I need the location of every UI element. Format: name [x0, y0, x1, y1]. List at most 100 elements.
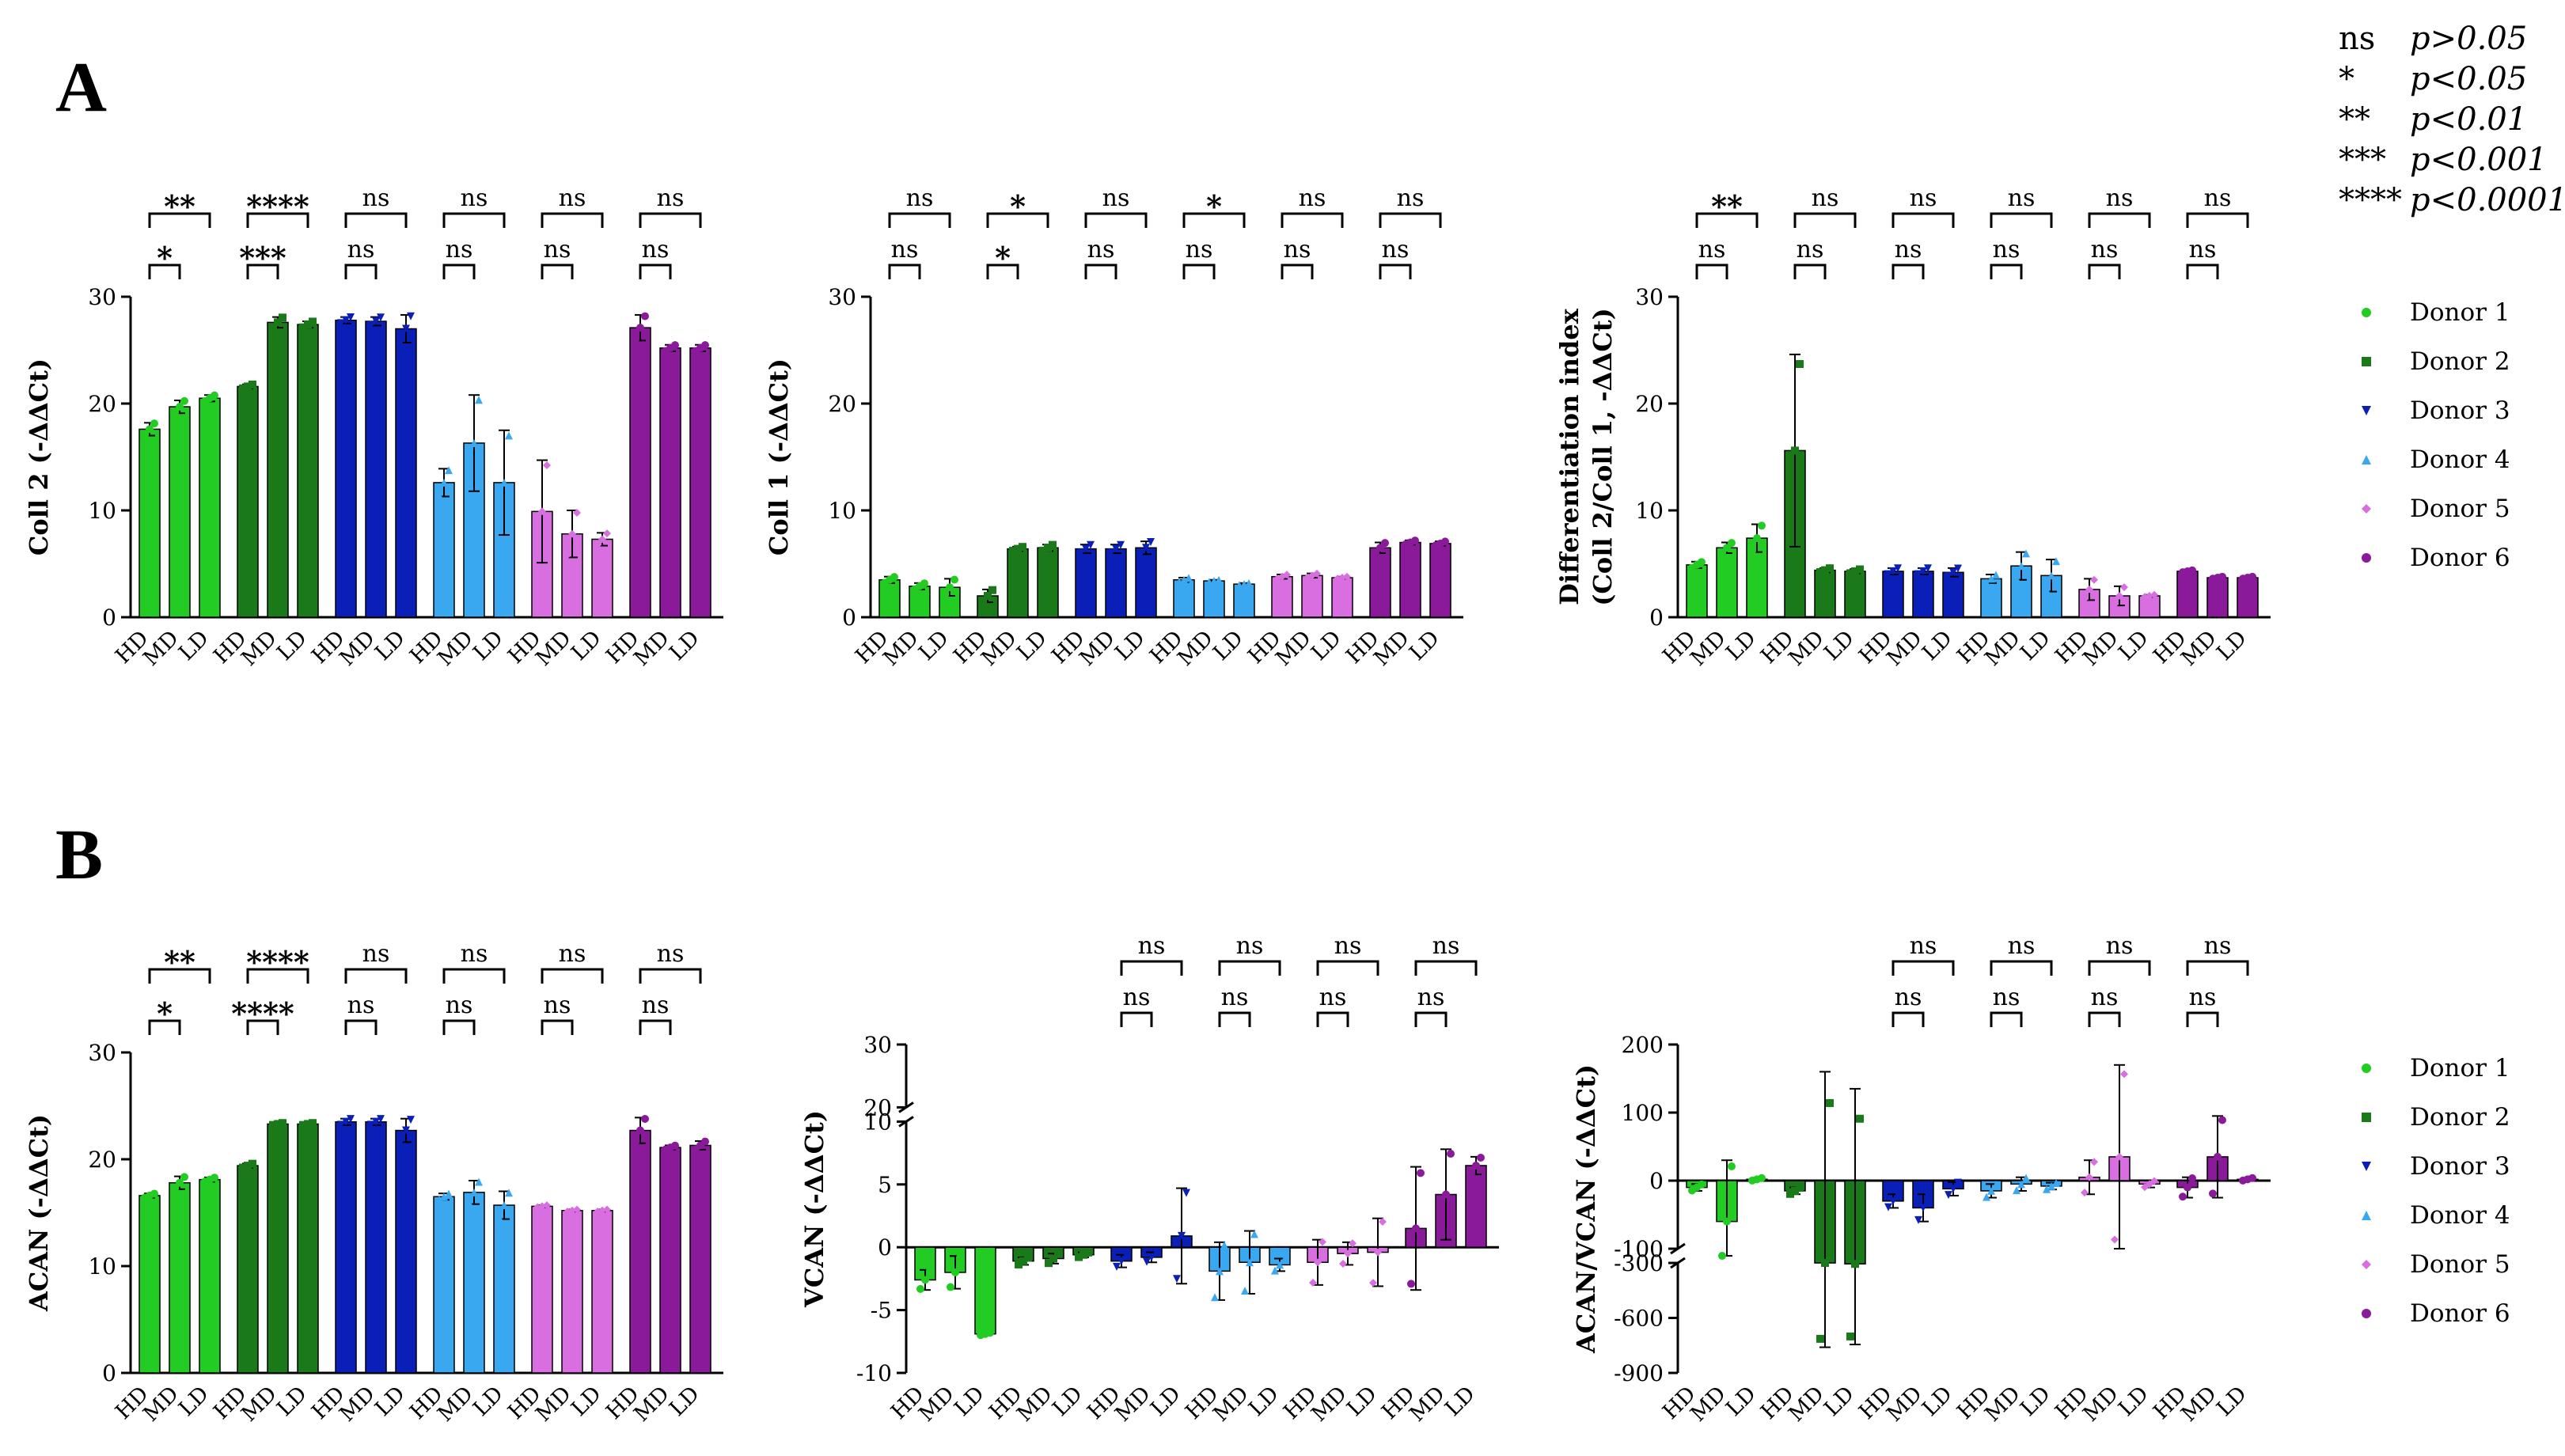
data-point	[2209, 1189, 2217, 1198]
x-tick-label: LD	[1819, 1382, 1859, 1421]
data-point	[1949, 568, 1957, 577]
significance-bracket	[1990, 960, 2053, 976]
y-tick-label: 0	[842, 605, 856, 631]
data-point	[2022, 1174, 2030, 1182]
y-tick-label: 10	[863, 1109, 892, 1135]
data-point	[440, 478, 448, 487]
data-point	[1216, 1267, 1224, 1276]
significance-bracket	[1120, 960, 1183, 976]
data-point	[372, 317, 380, 326]
data-point	[402, 1126, 410, 1135]
data-point	[1122, 1251, 1130, 1260]
significance-label: ns	[642, 236, 670, 264]
y-tick-label: 0	[878, 1234, 892, 1261]
x-tick-label: LD	[1244, 1382, 1284, 1421]
significance-label: ns	[1334, 932, 1362, 960]
significance-bracket	[639, 968, 702, 984]
data-point	[1142, 544, 1150, 552]
data-point	[2085, 1173, 2093, 1181]
x-tick-label: LD	[2114, 626, 2153, 665]
donor-legends: Donor 1 Donor 2 Donor 3 Donor 4 Donor 5 Donor…	[2362, 298, 2510, 1328]
y-axis-label: VCAN (-ΔΔCt)	[799, 1110, 829, 1308]
data-point	[244, 1162, 252, 1170]
data-point	[1019, 1257, 1027, 1265]
y-axis-label: Coll 2 (-ΔΔCt)	[24, 358, 54, 555]
donor-legend: Donor 1 Donor 2 Donor 3 Donor 4 Donor 5 Donor…	[2362, 1054, 2510, 1328]
bar	[335, 319, 357, 618]
data-point	[1049, 1254, 1057, 1263]
significance-label: ns	[1382, 236, 1410, 264]
data-point	[1412, 1224, 1420, 1233]
data-point	[1276, 1261, 1284, 1269]
bar	[1037, 547, 1059, 618]
x-tick-label: LD	[1721, 626, 1761, 665]
y-tick-label: -300	[1614, 1250, 1664, 1276]
data-point	[2052, 557, 2060, 566]
data-point	[1987, 1186, 1995, 1195]
legend-marker	[2362, 504, 2371, 514]
data-point	[951, 1268, 959, 1276]
bar	[909, 586, 931, 618]
significance-label: ns	[1221, 984, 1249, 1011]
x-tick-label: LD	[2016, 1382, 2055, 1421]
y-tick-label: 30	[863, 1032, 892, 1058]
data-point	[1313, 569, 1321, 578]
significance-label: ns	[362, 184, 390, 212]
chart-a3: 0 10 20 30 Differentiation index (Coll 2/Coll…	[1554, 184, 2271, 671]
significance-bracket	[344, 264, 378, 279]
panel-label-b: B	[55, 816, 103, 894]
significance-bracket	[148, 1019, 181, 1035]
significance-bracket	[986, 264, 1019, 279]
x-tick-label: LD	[1209, 626, 1248, 665]
data-point	[1758, 1174, 1766, 1182]
significance-bracket	[246, 264, 279, 279]
significance-label: ns	[891, 236, 919, 264]
data-point	[573, 1205, 581, 1214]
significance-label: ns	[1397, 184, 1425, 212]
data-point	[1344, 1249, 1352, 1258]
data-point	[377, 1115, 385, 1124]
data-point	[632, 335, 639, 343]
data-point	[1437, 1230, 1445, 1239]
data-point	[2052, 1179, 2060, 1188]
significance-label: ns	[642, 992, 670, 1019]
data-point	[2120, 1070, 2128, 1079]
bar	[395, 1129, 417, 1374]
data-point	[211, 1174, 218, 1182]
data-point	[347, 313, 355, 322]
data-point	[1015, 1260, 1023, 1268]
bar	[878, 579, 901, 618]
data-point	[500, 478, 508, 487]
data-point	[1753, 534, 1761, 543]
y-axis-label: (Coll 2/Coll 1, -ΔΔCt)	[1588, 308, 1618, 606]
data-point	[2218, 572, 2226, 581]
data-point	[2115, 1152, 2123, 1161]
y-tick-label: 5	[878, 1172, 892, 1198]
data-point	[1718, 548, 1726, 557]
data-point	[1796, 360, 1804, 369]
data-point	[299, 323, 307, 332]
significance-bracket	[1379, 212, 1442, 228]
bar	[2176, 571, 2199, 618]
significance-label: ns	[2189, 984, 2217, 1011]
data-point	[538, 507, 546, 516]
significance-label: *	[157, 995, 173, 1031]
bar	[138, 1195, 161, 1374]
y-axis-label: Differentiation index	[1554, 308, 1584, 605]
bar	[591, 1210, 613, 1374]
y-tick-label: 30	[1635, 284, 1664, 310]
significance-bracket	[1990, 264, 2023, 279]
data-point	[1728, 1162, 1736, 1170]
legend-label: Donor 1	[2410, 298, 2510, 327]
data-point	[269, 1120, 277, 1129]
data-point	[890, 573, 898, 582]
significance-label: ns	[544, 236, 571, 264]
data-point	[1826, 1098, 1834, 1107]
bar	[1716, 547, 1738, 618]
data-point	[671, 1141, 679, 1150]
bar	[2206, 577, 2229, 618]
data-point	[505, 431, 513, 440]
significance-label: ns	[1993, 984, 2021, 1011]
data-point	[946, 583, 954, 592]
